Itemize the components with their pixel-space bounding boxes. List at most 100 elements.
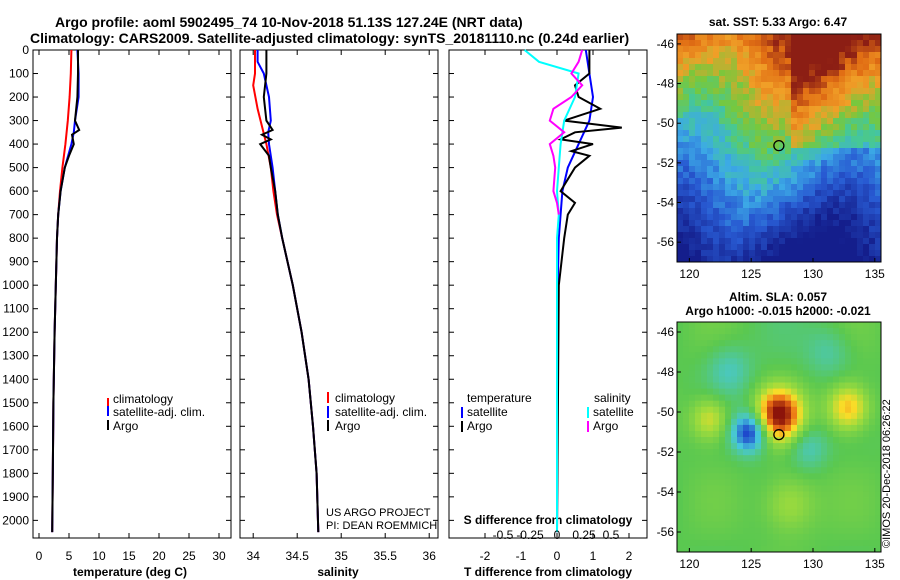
map-cell: [701, 46, 708, 53]
map-cell: [677, 443, 684, 450]
map-cell: [749, 184, 756, 191]
map-cell: [797, 334, 804, 341]
map-cell: [869, 382, 876, 389]
map-cell: [677, 527, 684, 535]
map-cell: [779, 388, 786, 396]
map-cell: [779, 178, 786, 185]
map-cell: [683, 352, 690, 359]
map-cell: [677, 220, 684, 227]
map-cell: [683, 328, 690, 335]
map-cell: [875, 527, 882, 535]
map-cell: [749, 118, 756, 125]
map-cell: [809, 352, 816, 359]
map-cell: [779, 106, 786, 113]
map-cell: [785, 515, 792, 523]
map-cell: [863, 491, 870, 498]
map-cell: [767, 346, 774, 353]
map-cell: [845, 533, 852, 541]
map-cell: [803, 424, 810, 432]
map-cell: [755, 118, 762, 125]
map-cell: [761, 370, 768, 377]
map-cell: [737, 58, 744, 65]
map-cell: [725, 545, 732, 553]
map-cell: [809, 485, 816, 492]
map-cell: [857, 515, 864, 523]
map-cell: [821, 202, 828, 209]
map-cell: [767, 220, 774, 227]
map-cell: [827, 412, 834, 420]
map-cell: [845, 370, 852, 377]
map-cell: [833, 82, 840, 89]
map-cell: [713, 455, 720, 462]
map-cell: [695, 340, 702, 347]
map-cell: [779, 148, 786, 155]
map-cell: [845, 88, 852, 95]
map-cell: [779, 497, 786, 504]
map-cell: [761, 406, 768, 414]
map-cell: [785, 178, 792, 185]
x-tick-label: 125: [741, 557, 761, 571]
map-cell: [857, 346, 864, 353]
map-cell: [857, 437, 864, 444]
map-cell: [695, 160, 702, 167]
map-cell: [851, 358, 858, 365]
map-cell: [875, 100, 882, 107]
map-cell: [749, 112, 756, 119]
map-cell: [731, 424, 738, 432]
map-cell: [695, 491, 702, 498]
map-cell: [809, 467, 816, 474]
map-cell: [725, 352, 732, 359]
map-cell: [821, 503, 828, 511]
map-cell: [815, 455, 822, 462]
map-cell: [707, 437, 714, 444]
map-cell: [851, 400, 858, 408]
x-tick-label: 2: [626, 549, 633, 563]
map-cell: [683, 467, 690, 474]
map-cell: [713, 539, 720, 547]
map-cell: [677, 64, 684, 71]
map-cell: [707, 136, 714, 143]
map-cell: [725, 196, 732, 203]
map-cell: [845, 406, 852, 414]
map-cell: [773, 244, 780, 251]
map-cell: [845, 160, 852, 167]
map-cell: [839, 166, 846, 173]
map-cell: [851, 256, 858, 263]
map-cell: [689, 509, 696, 517]
map-cell: [869, 58, 876, 65]
map-cell: [821, 214, 828, 221]
map-cell: [737, 461, 744, 468]
map-cell: [863, 533, 870, 541]
map-cell: [689, 118, 696, 125]
map-cell: [743, 545, 750, 553]
map-cell: [689, 491, 696, 498]
map-cell: [875, 479, 882, 486]
map-cell: [749, 172, 756, 179]
map-cell: [761, 226, 768, 233]
header-line2: Climatology: CARS2009. Satellite-adjuste…: [30, 30, 629, 46]
map-cell: [857, 352, 864, 359]
map-cell: [839, 364, 846, 371]
map-cell: [695, 208, 702, 215]
map-cell: [737, 400, 744, 408]
map-cell: [803, 521, 810, 529]
map-cell: [839, 142, 846, 149]
map-cell: [725, 328, 732, 335]
map-cell: [761, 142, 768, 149]
map-cell: [701, 76, 708, 83]
map-cell: [797, 503, 804, 511]
map-cell: [737, 388, 744, 396]
map-cell: [773, 226, 780, 233]
map-cell: [791, 94, 798, 101]
map-cell: [785, 443, 792, 450]
map-cell: [839, 82, 846, 89]
map-cell: [701, 148, 708, 155]
map-cell: [701, 539, 708, 547]
map-cell: [845, 196, 852, 203]
map-cell: [797, 40, 804, 47]
map-cell: [809, 491, 816, 498]
map-cell: [689, 485, 696, 492]
map-cell: [749, 545, 756, 553]
map-cell: [737, 202, 744, 209]
map-cell: [875, 545, 882, 553]
